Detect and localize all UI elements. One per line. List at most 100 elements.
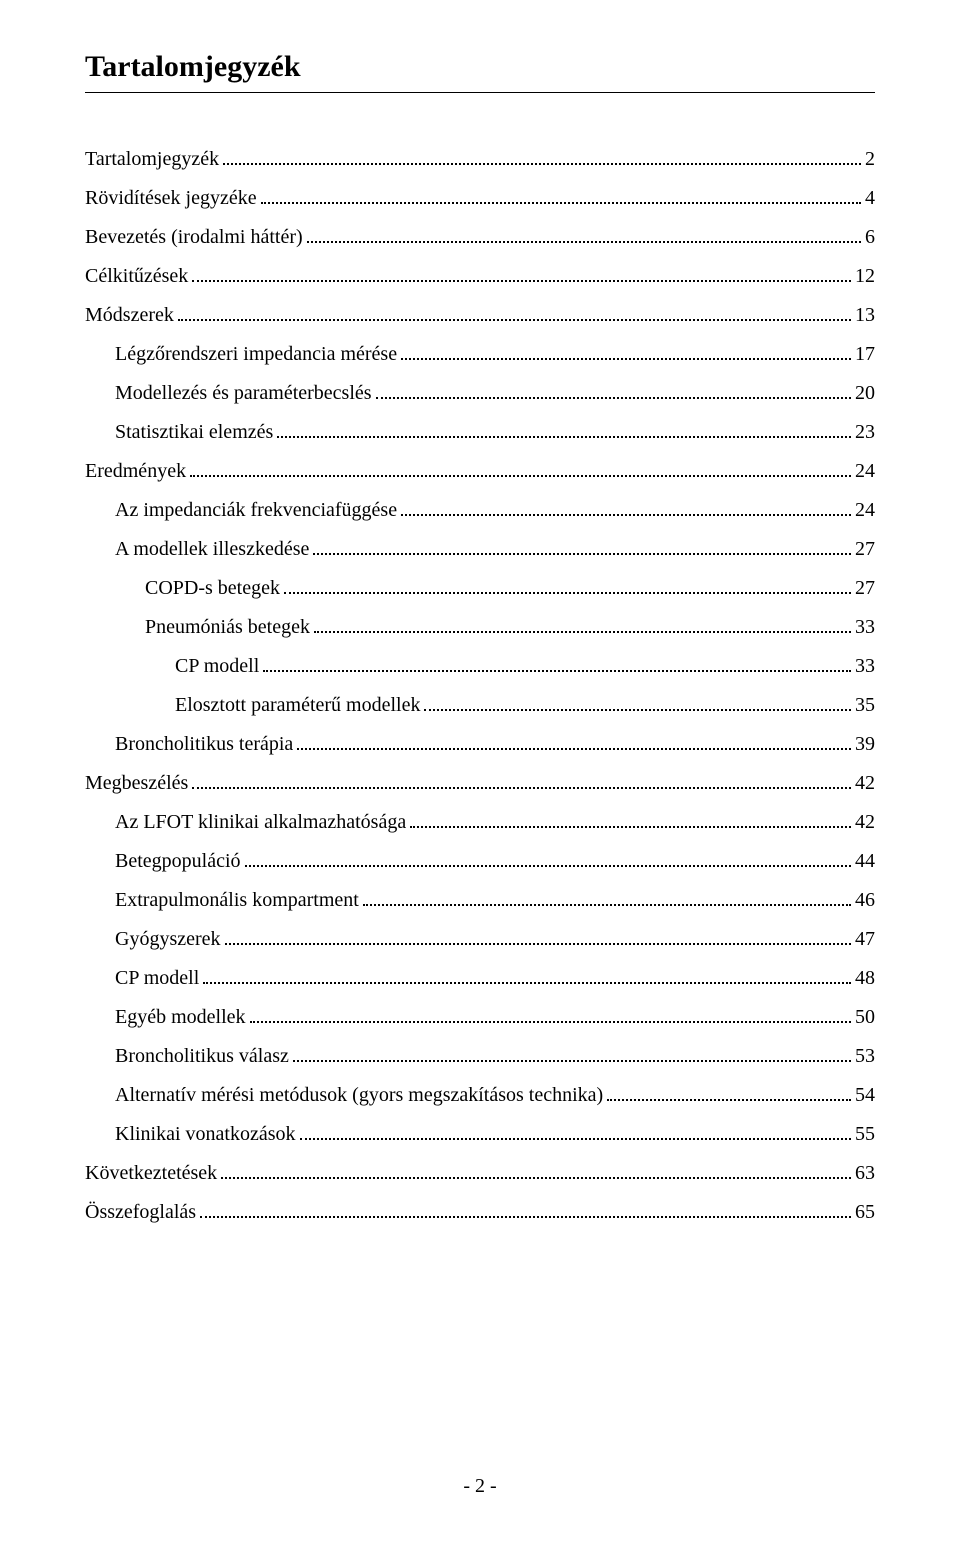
toc-entry-page: 65 — [855, 1201, 875, 1224]
toc-leader-dots — [300, 1138, 851, 1140]
toc-entry-label: Klinikai vonatkozások — [115, 1123, 296, 1146]
toc-entry-label: Modellezés és paraméterbecslés — [115, 382, 372, 405]
toc-entry: CP modell 33 — [85, 655, 875, 678]
toc-entry-page: 24 — [855, 460, 875, 483]
toc-leader-dots — [401, 514, 851, 516]
toc-entry-label: Elosztott paraméterű modellek — [175, 694, 420, 717]
toc-leader-dots — [376, 397, 851, 399]
toc-entry-label: Egyéb modellek — [115, 1006, 246, 1029]
toc-leader-dots — [178, 319, 851, 321]
toc-entry-page: 27 — [855, 538, 875, 561]
toc-entry-page: 53 — [855, 1045, 875, 1068]
toc-leader-dots — [200, 1216, 851, 1218]
toc-leader-dots — [424, 709, 851, 711]
toc-entry-page: 63 — [855, 1162, 875, 1185]
toc-entry: Elosztott paraméterű modellek 35 — [85, 694, 875, 717]
toc-leader-dots — [314, 631, 851, 633]
toc-entry-page: 47 — [855, 928, 875, 951]
toc-entry-label: Gyógyszerek — [115, 928, 221, 951]
toc-entry-page: 12 — [855, 265, 875, 288]
toc-entry-label: Tartalomjegyzék — [85, 148, 219, 171]
toc-leader-dots — [277, 436, 851, 438]
toc-entry: CP modell 48 — [85, 967, 875, 990]
toc-entry: Broncholitikus válasz 53 — [85, 1045, 875, 1068]
toc-entry-page: 55 — [855, 1123, 875, 1146]
toc-leader-dots — [190, 475, 851, 477]
toc-entry-label: Betegpopuláció — [115, 850, 241, 873]
toc-entry-label: COPD-s betegek — [145, 577, 280, 600]
toc-entry-page: 50 — [855, 1006, 875, 1029]
toc-leader-dots — [263, 670, 851, 672]
toc-entry-page: 39 — [855, 733, 875, 756]
toc-entry-page: 33 — [855, 655, 875, 678]
toc-entry-label: Broncholitikus terápia — [115, 733, 293, 756]
toc-entry: Klinikai vonatkozások 55 — [85, 1123, 875, 1146]
toc-entry: Pneumóniás betegek 33 — [85, 616, 875, 639]
toc-leader-dots — [223, 163, 861, 165]
toc-entry-page: 46 — [855, 889, 875, 912]
toc-leader-dots — [245, 865, 851, 867]
toc-entry: Gyógyszerek 47 — [85, 928, 875, 951]
toc-entry: Alternatív mérési metódusok (gyors megsz… — [85, 1084, 875, 1107]
toc-leader-dots — [307, 241, 861, 243]
toc-entry-label: Broncholitikus válasz — [115, 1045, 289, 1068]
toc-entry: COPD-s betegek 27 — [85, 577, 875, 600]
toc-entry: Az LFOT klinikai alkalmazhatósága 42 — [85, 811, 875, 834]
toc-leader-dots — [250, 1021, 851, 1023]
toc-entry: Tartalomjegyzék 2 — [85, 148, 875, 171]
toc-entry-label: A modellek illeszkedése — [115, 538, 309, 561]
toc-entry: Bevezetés (irodalmi háttér) 6 — [85, 226, 875, 249]
toc-leader-dots — [203, 982, 851, 984]
toc-entry-page: 6 — [865, 226, 875, 249]
toc-entry-label: Célkitűzések — [85, 265, 188, 288]
document-page: Tartalomjegyzék Tartalomjegyzék 2 Rövidít… — [0, 0, 960, 1556]
toc-entry-page: 24 — [855, 499, 875, 522]
toc-leader-dots — [284, 592, 851, 594]
toc-entry: Extrapulmonális kompartment 46 — [85, 889, 875, 912]
toc-entry-page: 13 — [855, 304, 875, 327]
toc-entry: Összefoglalás 65 — [85, 1201, 875, 1224]
toc-entry-label: Megbeszélés — [85, 772, 188, 795]
toc-entry-page: 20 — [855, 382, 875, 405]
toc-entry: A modellek illeszkedése 27 — [85, 538, 875, 561]
toc-leader-dots — [607, 1099, 851, 1101]
toc-entry-page: 42 — [855, 811, 875, 834]
table-of-contents: Tartalomjegyzék 2 Rövidítések jegyzéke 4 B… — [85, 148, 875, 1224]
toc-entry-label: Összefoglalás — [85, 1201, 196, 1224]
toc-entry-page: 4 — [865, 187, 875, 210]
toc-entry-page: 48 — [855, 967, 875, 990]
toc-entry-label: Bevezetés (irodalmi háttér) — [85, 226, 303, 249]
toc-entry: Megbeszélés 42 — [85, 772, 875, 795]
toc-entry: Eredmények 24 — [85, 460, 875, 483]
toc-entry-page: 44 — [855, 850, 875, 873]
toc-entry: Egyéb modellek 50 — [85, 1006, 875, 1029]
toc-entry: Következtetések 63 — [85, 1162, 875, 1185]
toc-leader-dots — [313, 553, 851, 555]
toc-leader-dots — [363, 904, 851, 906]
toc-leader-dots — [221, 1177, 851, 1179]
toc-entry: Betegpopuláció 44 — [85, 850, 875, 873]
toc-entry-label: Légzőrendszeri impedancia mérése — [115, 343, 397, 366]
toc-entry-label: Az LFOT klinikai alkalmazhatósága — [115, 811, 406, 834]
page-title: Tartalomjegyzék — [85, 50, 875, 84]
toc-entry-page: 35 — [855, 694, 875, 717]
toc-entry: Modellezés és paraméterbecslés 20 — [85, 382, 875, 405]
toc-leader-dots — [410, 826, 851, 828]
title-divider — [85, 92, 875, 93]
toc-leader-dots — [401, 358, 851, 360]
toc-leader-dots — [261, 202, 861, 204]
toc-entry-label: Eredmények — [85, 460, 186, 483]
toc-entry: Statisztikai elemzés 23 — [85, 421, 875, 444]
toc-entry-label: Módszerek — [85, 304, 174, 327]
toc-entry-label: Rövidítések jegyzéke — [85, 187, 257, 210]
toc-entry: Rövidítések jegyzéke 4 — [85, 187, 875, 210]
toc-entry: Légzőrendszeri impedancia mérése 17 — [85, 343, 875, 366]
toc-leader-dots — [293, 1060, 851, 1062]
toc-entry-page: 17 — [855, 343, 875, 366]
toc-leader-dots — [225, 943, 851, 945]
toc-entry: Célkitűzések 12 — [85, 265, 875, 288]
page-number-footer: - 2 - — [0, 1475, 960, 1498]
toc-entry: Az impedanciák frekvenciafüggése 24 — [85, 499, 875, 522]
toc-entry-page: 42 — [855, 772, 875, 795]
toc-entry-page: 23 — [855, 421, 875, 444]
